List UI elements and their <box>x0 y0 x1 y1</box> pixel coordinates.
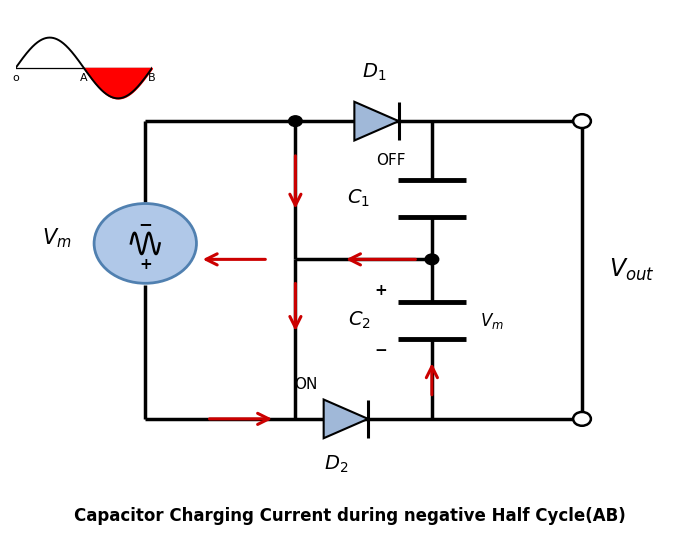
Circle shape <box>573 114 591 128</box>
Circle shape <box>573 412 591 426</box>
Circle shape <box>425 254 439 265</box>
Polygon shape <box>354 102 399 140</box>
Text: +: + <box>374 282 388 298</box>
Text: $C_1$: $C_1$ <box>347 187 370 209</box>
Circle shape <box>94 204 197 284</box>
Polygon shape <box>323 400 368 438</box>
Text: $D_2$: $D_2$ <box>324 454 349 475</box>
Text: $V_m$: $V_m$ <box>480 310 503 330</box>
Text: +: + <box>139 256 152 272</box>
Text: $D_1$: $D_1$ <box>362 62 386 83</box>
Text: $C_2$: $C_2$ <box>348 310 370 331</box>
Text: ON: ON <box>294 377 317 392</box>
Text: Capacitor Charging Current during negative Half Cycle(AB): Capacitor Charging Current during negati… <box>74 507 626 525</box>
Circle shape <box>288 116 302 126</box>
Text: −: − <box>374 343 388 359</box>
Text: $V_{out}$: $V_{out}$ <box>609 257 655 283</box>
Text: −: − <box>139 215 152 233</box>
Text: OFF: OFF <box>376 153 406 168</box>
Text: $V_m$: $V_m$ <box>42 226 71 250</box>
